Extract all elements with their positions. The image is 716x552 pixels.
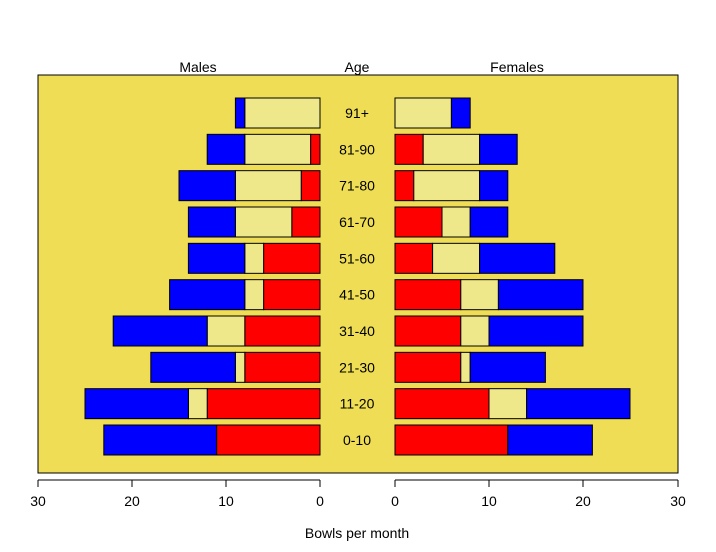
male-bar-blue-31-40 [112,315,208,347]
male-bar-red-51-60 [263,242,321,274]
male-bar-yellow-71-80 [234,170,302,202]
female-bar-yellow-61-70 [441,206,471,238]
tick-marks: 30 20 10 0 0 10 20 30 [30,480,686,509]
x-axis-label: Bowls per month [305,525,409,541]
age-title: Age [345,59,370,75]
female-bar-blue-11-20 [526,388,631,420]
female-bar-red-71-80 [394,170,415,202]
male-bar-blue-41-50 [169,279,246,311]
female-bar-yellow-31-40 [460,315,490,347]
female-bar-blue-81-90 [479,133,518,165]
tick-label: 30 [30,493,46,509]
male-bar-yellow-81-90 [244,133,312,165]
category-label: 61-70 [339,214,375,230]
male-bar-yellow-91+ [244,97,321,129]
male-bar-yellow-21-30 [234,351,246,383]
category-label: 21-30 [339,359,375,375]
category-label: 51-60 [339,250,375,266]
category-label: 11-20 [340,396,375,412]
female-bar-red-61-70 [394,206,443,238]
female-bar-blue-0-10 [507,424,593,456]
male-bar-yellow-61-70 [234,206,293,238]
male-bar-blue-61-70 [187,206,236,238]
female-bar-blue-51-60 [479,242,556,274]
category-label: 91+ [345,105,369,121]
females-title: Females [490,59,544,75]
tick-label: 0 [316,493,324,509]
female-bar-blue-31-40 [488,315,584,347]
male-bar-yellow-51-60 [244,242,265,274]
male-bar-blue-21-30 [150,351,236,383]
male-bar-red-21-30 [244,351,321,383]
female-bar-blue-91+ [450,97,471,129]
category-label: 81-90 [339,141,375,157]
male-bar-yellow-11-20 [187,388,208,420]
female-bar-yellow-21-30 [460,351,471,383]
female-bar-blue-71-80 [479,170,509,202]
male-bar-red-41-50 [263,279,321,311]
male-bar-blue-11-20 [84,388,189,420]
tick-label: 20 [124,493,140,509]
male-bar-yellow-41-50 [244,279,265,311]
category-labels: 0-10 11-20 21-30 31-40 41-50 51-60 61-70 71-80 8… [339,105,375,448]
female-bar-yellow-41-50 [460,279,499,311]
tick-label: 20 [575,493,591,509]
female-bar-blue-41-50 [497,279,584,311]
tick-label: 30 [670,493,686,509]
males-title: Males [179,59,216,75]
male-bar-blue-0-10 [103,424,218,456]
male-bar-blue-81-90 [206,133,246,165]
male-bar-red-0-10 [216,424,321,456]
male-bar-red-11-20 [206,388,321,420]
female-bar-red-11-20 [394,388,490,420]
male-bar-red-61-70 [291,206,321,238]
bars-group [84,97,631,456]
female-bar-blue-21-30 [469,351,546,383]
female-bar-yellow-81-90 [422,133,481,165]
category-label: 41-50 [339,287,375,303]
female-bar-red-81-90 [394,133,424,165]
female-bar-yellow-11-20 [488,388,528,420]
female-bar-red-51-60 [394,242,434,274]
category-label: 71-80 [339,178,375,194]
male-bar-red-81-90 [310,133,321,165]
female-bar-red-0-10 [394,424,509,456]
male-bar-blue-51-60 [187,242,246,274]
tick-label: 0 [391,493,399,509]
female-bar-yellow-71-80 [413,170,481,202]
tick-label: 10 [218,493,234,509]
female-bar-yellow-91+ [394,97,452,129]
tick-label: 10 [481,493,497,509]
female-bar-red-41-50 [394,279,462,311]
male-bar-yellow-31-40 [206,315,246,347]
male-bar-red-71-80 [300,170,321,202]
male-bar-red-31-40 [244,315,321,347]
male-bar-blue-91+ [234,97,246,129]
category-label: 31-40 [339,323,375,339]
female-bar-red-31-40 [394,315,462,347]
female-bar-yellow-51-60 [432,242,481,274]
female-bar-blue-61-70 [469,206,509,238]
category-label: 0-10 [343,432,371,448]
male-bar-blue-71-80 [178,170,236,202]
female-bar-red-21-30 [394,351,462,383]
